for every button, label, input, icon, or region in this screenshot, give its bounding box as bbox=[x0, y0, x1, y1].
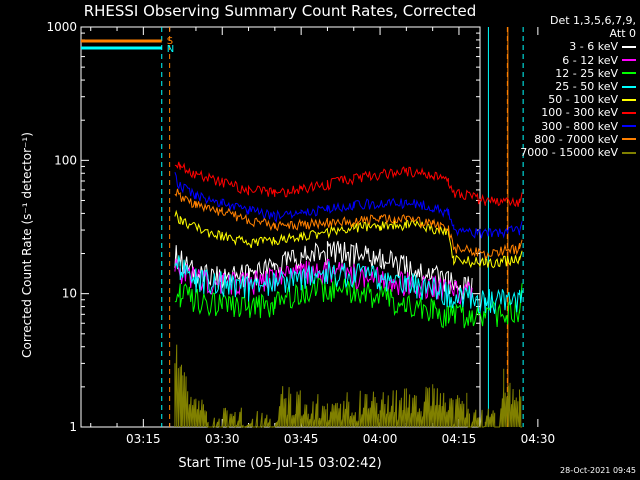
legend-entry: 12 - 25 keV bbox=[484, 67, 636, 80]
legend-entry-label: 100 - 300 keV bbox=[541, 106, 618, 120]
series-line bbox=[174, 344, 523, 429]
series-line bbox=[174, 161, 523, 208]
legend-entry-label: 50 - 100 keV bbox=[548, 93, 618, 107]
series-line bbox=[174, 255, 523, 314]
chart-title: RHESSI Observing Summary Count Rates, Co… bbox=[84, 2, 477, 20]
x-tick-label: 04:00 bbox=[363, 432, 398, 446]
legend-swatch bbox=[622, 85, 636, 88]
legend: Det 1,3,5,6,7,9, Att 0 3 - 6 keV 6 - 12 k… bbox=[484, 14, 636, 159]
legend-swatch bbox=[622, 151, 636, 154]
legend-entry-label: 12 - 25 keV bbox=[555, 66, 618, 80]
y-tick-label: 10 bbox=[62, 287, 77, 301]
legend-entry-label: 3 - 6 keV bbox=[569, 40, 618, 54]
series-line bbox=[174, 172, 523, 239]
y-tick-label: 1 bbox=[69, 420, 77, 434]
legend-header-line1: Det 1,3,5,6,7,9, bbox=[549, 14, 636, 27]
legend-entry: 6 - 12 keV bbox=[484, 54, 636, 67]
legend-entry-label: 7000 - 15000 keV bbox=[520, 145, 618, 159]
legend-swatch bbox=[622, 138, 636, 141]
legend-entry-label: 800 - 7000 keV bbox=[534, 132, 618, 146]
legend-entry-label: 300 - 800 keV bbox=[541, 119, 618, 133]
legend-entry: 300 - 800 keV bbox=[484, 120, 636, 133]
legend-entry: 25 - 50 keV bbox=[484, 80, 636, 93]
x-tick-label: 03:15 bbox=[126, 432, 161, 446]
legend-swatch bbox=[622, 98, 636, 101]
legend-entry: 800 - 7000 keV bbox=[484, 133, 636, 146]
series-line bbox=[174, 209, 523, 269]
legend-header-line2: Att 0 bbox=[609, 27, 636, 41]
y-tick-label: 100 bbox=[54, 153, 77, 167]
legend-entry: 3 - 6 keV bbox=[484, 40, 636, 53]
y-axis-label: Corrected Count Rate (s⁻¹ detector⁻¹) bbox=[20, 132, 34, 358]
x-tick-label: 03:45 bbox=[284, 432, 319, 446]
x-axis-label: Start Time (05-Jul-15 03:02:42) bbox=[178, 456, 381, 471]
legend-swatch bbox=[622, 125, 636, 128]
plot-frame bbox=[80, 26, 481, 428]
legend-swatch bbox=[622, 59, 636, 62]
legend-entry: 50 - 100 keV bbox=[484, 93, 636, 106]
state-s-label: S bbox=[167, 36, 173, 47]
x-tick-label: 04:15 bbox=[442, 432, 477, 446]
series-line bbox=[174, 188, 523, 259]
x-tick-label: 04:30 bbox=[521, 432, 556, 446]
series-line bbox=[174, 277, 523, 329]
legend-entry-label: 6 - 12 keV bbox=[562, 53, 618, 67]
legend-entry-label: 25 - 50 keV bbox=[555, 79, 618, 93]
y-tick-label: 1000 bbox=[46, 20, 77, 34]
legend-entry: 100 - 300 keV bbox=[484, 106, 636, 119]
legend-swatch bbox=[622, 72, 636, 75]
timestamp: 28-Oct-2021 09:45 bbox=[560, 466, 636, 475]
x-tick-label: 03:30 bbox=[205, 432, 240, 446]
plot-area: 1 10 100 1000 03:15 03:30 03:45 04:00 04:15 04:30… bbox=[46, 20, 555, 446]
legend-entries: 3 - 6 keV 6 - 12 keV 12 - 25 keV 25 - 50 ke… bbox=[484, 40, 636, 159]
series-line bbox=[174, 258, 473, 305]
legend-swatch bbox=[622, 46, 636, 48]
legend-entry: 7000 - 15000 keV bbox=[484, 146, 636, 159]
state-n-label: N bbox=[167, 44, 174, 55]
legend-swatch bbox=[622, 111, 636, 114]
